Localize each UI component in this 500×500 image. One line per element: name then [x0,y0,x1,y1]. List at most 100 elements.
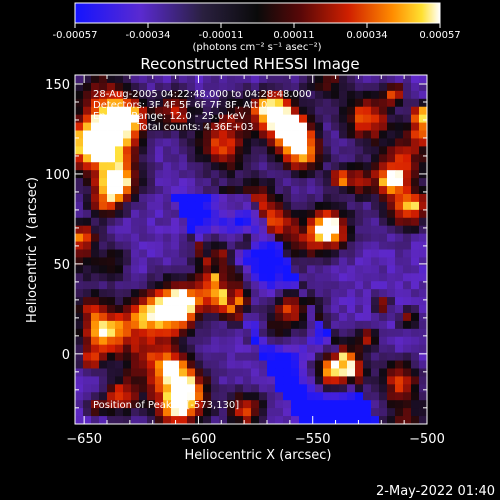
heatmap-cell [99,217,108,227]
heatmap-cell [419,146,428,155]
heatmap-cell [387,352,396,361]
heatmap-cell [235,114,244,123]
heatmap-cell [179,408,188,417]
heatmap-cell [371,114,380,123]
heatmap-cell [347,98,356,108]
heatmap-cell [203,178,212,187]
heatmap-cell [235,400,244,409]
heatmap-cell [83,90,92,100]
heatmap-cell [267,352,276,361]
heatmap-cell [179,209,188,219]
heatmap-cell [411,273,420,282]
colorbar: -0.00057 -0.00034 -0.00011 0.00011 0.00034 0.… [53,2,461,53]
heatmap-cell [379,162,388,171]
heatmap-cell [203,376,212,385]
heatmap-cell [363,336,372,346]
heatmap-cell [411,392,420,401]
heatmap-cell [179,90,188,100]
heatmap-cell [363,384,372,393]
heatmap-cell [243,75,252,84]
heatmap-cell [379,75,388,84]
heatmap-cell [291,130,300,139]
heatmap-cell [411,400,420,409]
heatmap-cell [179,416,188,425]
heatmap-cell [259,146,268,155]
heatmap-cell [251,241,260,250]
heatmap-cell [83,146,92,155]
heatmap-cell [299,98,308,108]
heatmap-cell [139,376,148,385]
heatmap-cell [139,146,148,155]
heatmap-cell [379,82,388,92]
heatmap-cell [419,249,428,258]
heatmap-cell [243,225,252,235]
heatmap-cell [83,257,92,266]
heatmap-cell [251,265,260,274]
heatmap-cell [363,305,372,314]
heatmap-cell [331,400,340,409]
heatmap-cell [227,146,236,155]
heatmap-cell [371,392,380,401]
heatmap-cell [411,138,420,147]
heatmap-cell [371,82,380,92]
heatmap-cell [219,241,228,250]
heatmap-cell [275,328,284,338]
heatmap-cell [179,328,188,338]
heatmap-cell [275,408,284,417]
heatmap-cell [219,249,228,258]
heatmap-cell [267,193,276,203]
heatmap-cell [211,130,220,139]
heatmap-cell [403,138,412,147]
heatmap-cell [355,193,364,203]
heatmap-cell [91,400,100,409]
heatmap-cell [203,201,212,211]
heatmap-cell [99,328,108,338]
heatmap-cell [275,265,284,274]
heatmap-cell [211,217,220,227]
heatmap-cell [395,368,404,377]
heatmap-cell [75,368,84,377]
heatmap-cell [235,146,244,155]
heatmap-cell [83,130,92,139]
heatmap-cell [403,154,412,163]
heatmap-cell [163,193,172,203]
heatmap-cell [251,257,260,266]
heatmap-cell [131,328,140,338]
heatmap-cell [139,225,148,235]
heatmap-cell [315,392,324,401]
heatmap-cell [331,305,340,314]
heatmap-cell [251,320,260,330]
heatmap-cell [179,241,188,250]
heatmap-cell [155,305,164,314]
heatmap-cell [267,281,276,290]
heatmap-cell [211,384,220,393]
heatmap-cell [219,225,228,235]
heatmap-cell [259,225,268,235]
heatmap-cell [195,265,204,274]
heatmap-cell [107,281,116,290]
heatmap-cell [259,193,268,203]
heatmap-cell [187,217,196,227]
heatmap-cell [235,241,244,250]
heatmap-cell [227,193,236,203]
heatmap-cell [403,400,412,409]
heatmap-cell [411,384,420,393]
heatmap-cell [211,146,220,155]
heatmap-cell [179,201,188,211]
heatmap-cell [211,193,220,203]
heatmap-cell [155,154,164,163]
heatmap-cell [267,90,276,100]
heatmap-cell [187,114,196,123]
heatmap-cell [283,114,292,123]
heatmap-cell [179,265,188,274]
heatmap-cell [75,106,84,116]
heatmap-cell [371,201,380,211]
heatmap-cell [403,114,412,123]
heatmap-cell [315,400,324,409]
heatmap-cell [275,249,284,258]
heatmap-cell [147,98,156,108]
heatmap-cell [179,360,188,369]
heatmap-cell [115,201,124,211]
heatmap-cell [339,297,348,306]
heatmap-cell [315,75,324,84]
